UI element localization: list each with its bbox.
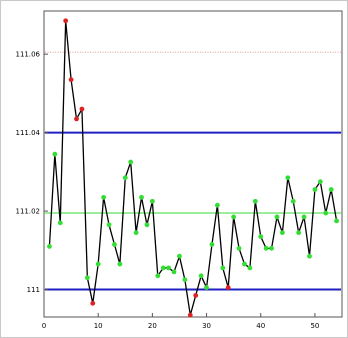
- data-point: [214, 202, 220, 208]
- y-tick-label: 111.04: [16, 129, 41, 137]
- data-point: [47, 243, 52, 249]
- data-point: [57, 220, 63, 226]
- data-point: [252, 198, 258, 204]
- data-point: [242, 261, 247, 267]
- data-point: [79, 106, 85, 112]
- x-tick-label: 20: [148, 322, 157, 330]
- data-point: [90, 300, 96, 306]
- y-tick-label: 111.02: [16, 208, 41, 216]
- data-point: [312, 187, 318, 192]
- data-point: [307, 253, 312, 259]
- data-point: [177, 253, 182, 259]
- data-point: [160, 265, 166, 271]
- data-point: [101, 194, 106, 200]
- data-point: [166, 265, 172, 271]
- data-point: [236, 245, 242, 251]
- series-line: [48, 20, 338, 316]
- data-point: [258, 234, 264, 239]
- data-point: [122, 175, 128, 181]
- data-point: [247, 265, 253, 271]
- y-tick-label: 111.06: [16, 51, 41, 59]
- data-point: [95, 261, 101, 267]
- data-point: [84, 275, 90, 281]
- data-point: [269, 245, 274, 251]
- data-point: [280, 230, 285, 236]
- data-point: [155, 273, 161, 279]
- data-point: [209, 242, 215, 247]
- data-point: [187, 312, 193, 318]
- series-line-group: [48, 20, 338, 316]
- x-tick-label: 40: [256, 322, 265, 330]
- data-point: [193, 293, 199, 298]
- data-point: [117, 261, 123, 267]
- x-axis: 0 10 20 30 40 50: [42, 313, 319, 330]
- data-point: [274, 214, 280, 220]
- data-point: [296, 230, 302, 236]
- data-point: [323, 210, 329, 216]
- data-point: [182, 277, 188, 283]
- data-point: [139, 194, 144, 200]
- data-point: [301, 214, 307, 220]
- data-point: [334, 218, 339, 224]
- data-point: [328, 187, 334, 192]
- data-point: [285, 175, 291, 181]
- data-point: [106, 222, 112, 228]
- x-tick-label: 30: [202, 322, 211, 330]
- y-tick-label: 111: [27, 286, 40, 294]
- data-point: [52, 151, 58, 157]
- data-point: [204, 285, 209, 290]
- data-point: [112, 242, 117, 247]
- data-point: [128, 159, 134, 165]
- data-point: [231, 214, 237, 220]
- data-point: [171, 269, 177, 275]
- data-point: [144, 222, 150, 228]
- data-point: [198, 273, 204, 279]
- y-axis: 111 111.02 111.04 111.06: [16, 51, 48, 294]
- x-tick-label: 0: [42, 322, 46, 330]
- data-point: [317, 179, 323, 185]
- data-point: [225, 285, 231, 290]
- data-point: [149, 198, 155, 204]
- data-point: [220, 265, 226, 271]
- x-tick-label: 10: [94, 322, 103, 330]
- data-point: [74, 116, 79, 122]
- data-points: [47, 18, 339, 318]
- plot-area-frame: [43, 10, 343, 318]
- data-point: [133, 230, 139, 236]
- data-point: [290, 198, 296, 204]
- data-point: [63, 18, 69, 24]
- data-point: [263, 245, 269, 251]
- x-tick-label: 50: [310, 322, 319, 330]
- data-point: [68, 77, 74, 83]
